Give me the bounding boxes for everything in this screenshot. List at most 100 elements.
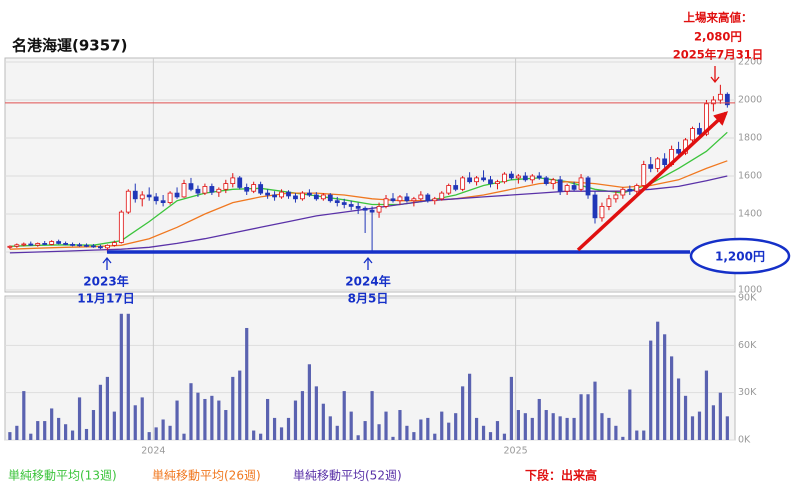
volume-bar <box>454 413 458 440</box>
volume-bar <box>272 417 277 440</box>
volume-bar <box>321 403 325 440</box>
candle-body <box>411 198 417 202</box>
candle-body <box>404 196 410 202</box>
volume-bar <box>614 425 618 440</box>
volume-bar <box>558 416 562 440</box>
candle-body <box>557 179 563 192</box>
volume-bar <box>600 413 604 440</box>
candle-body <box>481 177 486 181</box>
volume-bar <box>509 376 514 440</box>
candle-body <box>446 185 452 194</box>
candle-body <box>195 188 201 194</box>
y-tick-label: 2200 <box>738 57 762 68</box>
volume-bar <box>112 411 116 440</box>
candle-body <box>550 179 556 185</box>
candle-body <box>7 245 13 248</box>
volume-bar <box>314 386 318 440</box>
candle-body <box>174 192 180 198</box>
volume-bar <box>419 419 423 440</box>
candle-body <box>697 128 702 135</box>
volume-bar <box>621 436 625 440</box>
volume-bar <box>579 394 583 440</box>
volume-bar <box>725 416 729 440</box>
volume-tick-label: 90K <box>738 293 757 304</box>
volume-bar <box>461 386 465 440</box>
volume-bar <box>516 410 520 440</box>
candle-body <box>104 244 110 249</box>
volume-bar <box>70 430 75 440</box>
candle-body <box>529 175 535 181</box>
volume-bar <box>537 398 541 440</box>
volume-bar <box>711 405 716 440</box>
high-annotation: 上場来高値： <box>684 11 753 25</box>
candle-body <box>376 205 382 213</box>
candle-body <box>522 175 528 181</box>
candle-body <box>118 211 124 243</box>
volume-bar <box>196 392 200 440</box>
volume-bar <box>356 435 360 440</box>
candle-body <box>153 196 159 202</box>
y-tick-label: 2000 <box>738 95 762 106</box>
candle-body <box>286 191 291 197</box>
candle-body <box>98 246 103 249</box>
volume-bar <box>370 391 374 440</box>
candle-body <box>279 191 284 198</box>
volume-bar <box>259 433 263 440</box>
volume-bar <box>607 417 611 440</box>
candle-body <box>724 93 730 106</box>
volume-bar <box>50 408 54 440</box>
candle-body <box>369 209 375 213</box>
candle-body <box>223 183 229 190</box>
volume-bar <box>147 432 151 440</box>
candle-body <box>627 188 633 192</box>
candle-body <box>571 185 577 190</box>
candle-body <box>341 202 347 205</box>
volume-bar <box>405 425 409 440</box>
candle-body <box>202 186 208 194</box>
candle-body <box>209 186 215 193</box>
annotation-arrowhead <box>102 256 112 264</box>
high-annotation: 2,080円 <box>694 30 742 44</box>
volume-bar <box>203 398 207 440</box>
volume-tick-label: 60K <box>738 340 757 351</box>
candle-body <box>300 192 305 200</box>
volume-bar <box>586 394 590 440</box>
candle-body <box>676 148 681 154</box>
candle-body <box>306 192 312 196</box>
volume-bar <box>572 417 576 440</box>
candle-body <box>362 207 368 211</box>
candle-body <box>84 244 89 247</box>
candle-body <box>704 103 709 135</box>
volume-bar <box>447 422 451 440</box>
volume-bar <box>182 433 186 440</box>
volume-bar <box>8 432 12 440</box>
candle-body <box>717 93 723 101</box>
volume-bar <box>363 421 367 440</box>
volume-bar <box>91 410 96 440</box>
high-annotation: 2025年7月31日 <box>673 48 764 62</box>
volume-bar <box>593 381 597 440</box>
volume-bar <box>440 411 444 440</box>
candle-body <box>592 194 598 219</box>
candle-body <box>70 243 75 246</box>
volume-bar <box>502 433 507 440</box>
candle-body <box>439 192 445 200</box>
volume-bar <box>635 430 639 440</box>
candle-body <box>14 244 20 247</box>
candle-body <box>502 173 507 183</box>
volume-bar <box>523 413 527 440</box>
candle-body <box>188 183 194 190</box>
candle-body <box>655 158 661 169</box>
candle-body <box>293 195 298 200</box>
volume-bar <box>29 433 33 440</box>
candle-body <box>49 241 55 245</box>
candle-body <box>327 194 333 202</box>
volume-bar <box>676 378 681 440</box>
candle-body <box>390 198 396 202</box>
candle-body <box>467 177 473 183</box>
volume-bar <box>349 411 353 440</box>
price-panel <box>4 57 736 293</box>
annotation-arrowhead <box>710 76 720 84</box>
candle-body <box>320 194 326 200</box>
candle-body <box>474 177 479 183</box>
